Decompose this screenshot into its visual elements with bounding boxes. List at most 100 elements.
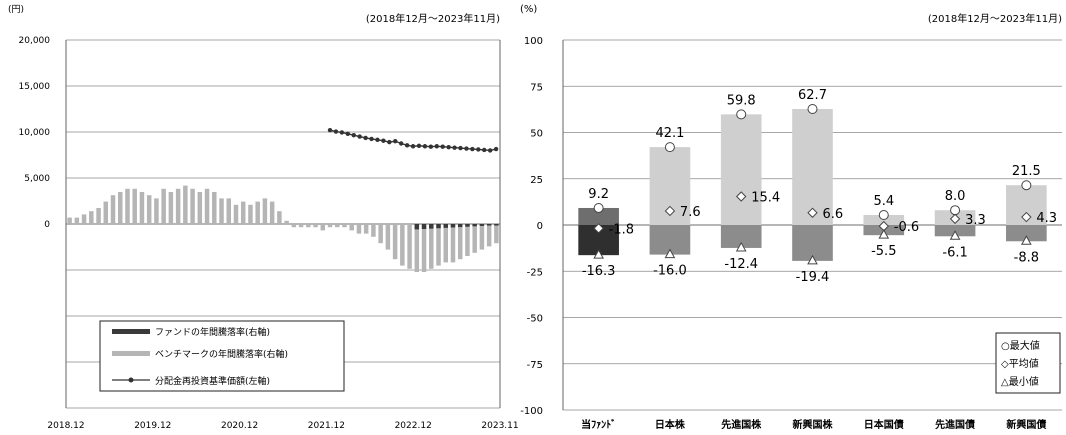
left-y-tick-label: 15,000: [19, 82, 51, 92]
fund-bar: [421, 224, 427, 229]
avg-marker: [593, 223, 604, 234]
benchmark-bar: [110, 195, 116, 224]
nav-point: [470, 146, 475, 152]
benchmark-bar: [89, 211, 94, 224]
fund-bar: [414, 224, 420, 230]
benchmark-bar: [284, 220, 289, 224]
right-period: (2018年12月～2023年11月): [928, 12, 1062, 25]
min-value-label: -16.3: [582, 264, 616, 279]
nav-point: [410, 144, 416, 149]
min-marker: [664, 248, 676, 259]
avg-value-label: 4.3: [1036, 211, 1057, 226]
nav-point: [393, 139, 398, 144]
benchmark-bar: [371, 224, 376, 237]
fund-bar: [465, 224, 470, 227]
left-y-tick-label: 10,000: [19, 128, 51, 138]
benchmark-bar: [342, 224, 347, 228]
benchmark-bar: [248, 204, 253, 224]
nav-point: [476, 147, 481, 152]
min-value-label: -5.5: [871, 244, 896, 259]
right-y-tick-label: 75: [530, 82, 543, 93]
benchmark-bar: [125, 188, 130, 224]
benchmark-bar: [486, 224, 492, 247]
benchmark-bar: [103, 201, 109, 224]
benchmark-bar: [168, 192, 174, 224]
benchmark-bar: [269, 201, 275, 224]
left-x-tick-label: 2022.12: [395, 421, 432, 431]
right-legend-box: [995, 332, 1061, 394]
benchmark-bar: [118, 192, 123, 224]
benchmark-bar: [132, 188, 137, 224]
avg-value-label: 15.4: [751, 191, 780, 206]
left-y-tick-label: 5,000: [24, 174, 50, 184]
benchmark-bar: [197, 192, 203, 224]
left-y-tick-label: 20,000: [19, 36, 51, 46]
nav-point: [339, 130, 345, 135]
min-marker: [807, 254, 818, 265]
min-value-label: -6.1: [942, 245, 967, 260]
nav-point: [404, 143, 410, 148]
benchmark-bar: [335, 224, 340, 228]
benchmark-bar: [298, 224, 304, 228]
nav-point: [487, 148, 493, 153]
benchmark-bar: [233, 204, 239, 224]
nav-point: [428, 144, 434, 149]
benchmark-bar: [255, 201, 260, 224]
max-value-label: 9.2: [588, 187, 609, 202]
benchmark-bar: [457, 224, 463, 260]
avg-marker: [807, 207, 818, 218]
category-label: 日本国債: [864, 418, 904, 431]
max-value-label: 42.1: [655, 126, 684, 141]
benchmark-bar: [429, 224, 434, 269]
max-marker: [1021, 180, 1032, 191]
benchmark-bar: [414, 224, 420, 272]
right-legend: ○最大値 ◇平均値 △最小値: [995, 332, 1061, 394]
category-label: 当ﾌｧﾝﾄﾞ: [581, 418, 616, 431]
benchmark-bar: [313, 224, 318, 228]
nav-point: [351, 133, 356, 138]
fund-bar: [429, 224, 434, 229]
fund-bar: [472, 224, 477, 227]
category-label: 新興国株: [793, 418, 834, 431]
benchmark-bar: [479, 224, 485, 250]
nav-point: [452, 145, 457, 150]
benchmark-bar: [154, 198, 159, 224]
benchmark-bar: [465, 224, 470, 256]
nav-point: [387, 139, 392, 145]
left-legend: ファンドの年間騰落率(右軸) ベンチマークの年間騰落率(右軸) 分配金再投資基準…: [99, 320, 345, 392]
max-value-label: 21.5: [1012, 164, 1041, 179]
left-y-tick-label: 0: [44, 220, 50, 230]
left-period: (2018年12月～2023年11月): [366, 12, 500, 25]
benchmark-bar: [306, 224, 311, 228]
fund-bar: [479, 224, 485, 226]
min-marker: [1021, 235, 1032, 245]
category-label: 先進国株: [721, 418, 762, 431]
avg-marker: [1021, 211, 1032, 223]
nav-point: [369, 136, 374, 142]
max-marker: [736, 109, 747, 120]
max-bar: [720, 114, 762, 225]
right-y-tick-label: 25: [530, 175, 543, 186]
avg-value-label: -0.6: [894, 220, 919, 235]
avg-value-label: 3.3: [965, 213, 986, 228]
benchmark-bar: [219, 198, 224, 224]
fund-bar: [450, 224, 456, 228]
min-bar: [720, 225, 762, 248]
right-y-tick-label: 50: [530, 129, 543, 140]
nav-point: [345, 131, 351, 137]
left-x-tick-label: 2021.12: [308, 421, 345, 431]
benchmark-bar: [363, 224, 369, 234]
max-value-label: 62.7: [798, 88, 827, 103]
benchmark-bar: [204, 188, 210, 224]
category-label: 先進国債: [935, 418, 975, 431]
legend-label-benchmark: ベンチマークの年間騰落率(右軸): [155, 348, 288, 360]
left-x-tick-label: 2019.12: [134, 421, 171, 431]
benchmark-bar: [81, 214, 87, 224]
nav-point: [422, 144, 428, 149]
benchmark-bar: [262, 198, 268, 224]
min-marker: [878, 229, 890, 239]
benchmark-bar: [190, 188, 195, 224]
fund-bar: [436, 224, 441, 229]
benchmark-bar: [443, 224, 448, 263]
left-x-tick-label: 2020.12: [221, 421, 258, 431]
